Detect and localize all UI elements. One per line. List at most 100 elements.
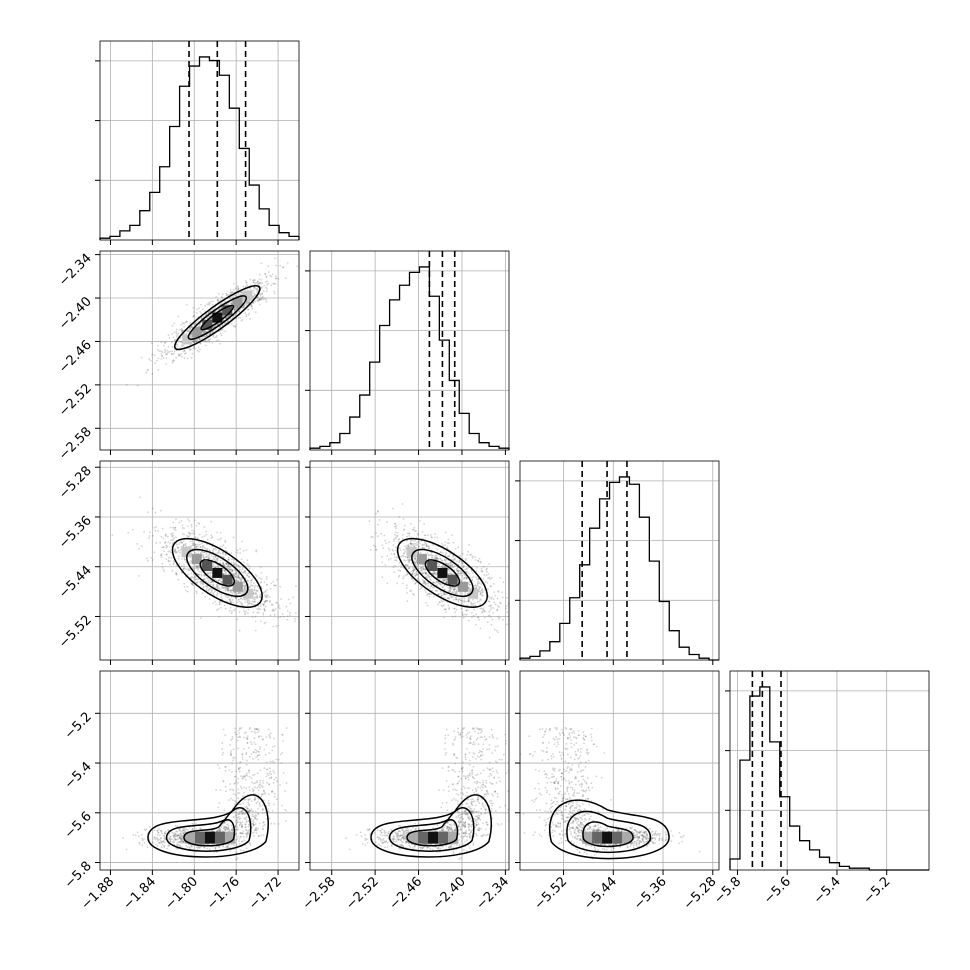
sample-point bbox=[237, 577, 239, 579]
sample-point bbox=[442, 578, 445, 580]
sample-point bbox=[236, 564, 238, 567]
sample-point bbox=[250, 808, 253, 810]
sample-point bbox=[423, 571, 426, 574]
sample-point bbox=[244, 601, 247, 604]
sample-point bbox=[184, 321, 187, 324]
sample-point bbox=[417, 567, 420, 570]
sample-point bbox=[242, 832, 244, 835]
sample-point bbox=[462, 566, 464, 568]
sample-point bbox=[254, 300, 257, 303]
histogram-step bbox=[309, 266, 510, 450]
sample-point bbox=[198, 541, 200, 543]
sample-point bbox=[215, 296, 218, 298]
sample-point bbox=[257, 280, 260, 283]
sample-point bbox=[232, 325, 235, 327]
sample-point bbox=[264, 594, 266, 597]
sample-point bbox=[265, 300, 268, 303]
sample-point bbox=[424, 581, 427, 583]
sample-point bbox=[201, 592, 204, 595]
sample-point bbox=[238, 837, 241, 840]
sample-point bbox=[394, 564, 397, 567]
sample-point bbox=[428, 576, 430, 579]
sample-point bbox=[179, 837, 182, 839]
sample-point bbox=[490, 606, 493, 609]
sample-point bbox=[165, 363, 168, 365]
sample-point bbox=[224, 547, 227, 549]
sample-point bbox=[245, 805, 248, 808]
sample-point bbox=[493, 628, 496, 631]
sample-point bbox=[242, 748, 245, 750]
sample-point bbox=[246, 574, 249, 577]
sample-point bbox=[234, 727, 237, 730]
sample-point bbox=[454, 615, 457, 618]
sample-point bbox=[431, 587, 434, 589]
sample-point bbox=[217, 806, 220, 809]
sample-point bbox=[405, 563, 407, 566]
sample-point bbox=[457, 598, 460, 601]
sample-point bbox=[258, 803, 261, 806]
sample-point bbox=[188, 330, 190, 332]
sample-point bbox=[254, 816, 256, 819]
sample-point bbox=[240, 319, 243, 322]
sample-point bbox=[197, 325, 200, 328]
sample-point bbox=[479, 593, 482, 595]
sample-point bbox=[245, 314, 248, 316]
sample-point bbox=[171, 333, 174, 335]
sample-point bbox=[397, 576, 400, 578]
sample-point bbox=[289, 614, 291, 617]
sample-point bbox=[253, 586, 256, 589]
sample-point bbox=[205, 530, 208, 533]
sample-point bbox=[168, 556, 171, 559]
sample-point bbox=[410, 562, 413, 564]
sample-point bbox=[235, 811, 238, 814]
sample-point bbox=[257, 754, 259, 757]
sample-point bbox=[475, 570, 478, 572]
sample-point bbox=[208, 311, 211, 313]
sample-point bbox=[219, 532, 222, 534]
sample-point bbox=[244, 823, 247, 826]
sample-point bbox=[231, 569, 234, 572]
sample-point bbox=[263, 790, 265, 793]
sample-point bbox=[230, 753, 232, 756]
sample-point bbox=[445, 578, 448, 581]
sample-point bbox=[162, 841, 165, 843]
sample-point bbox=[212, 562, 215, 565]
sample-point bbox=[178, 834, 180, 837]
sample-point bbox=[208, 589, 211, 591]
sample-point bbox=[194, 575, 196, 578]
sample-point bbox=[261, 809, 264, 812]
sample-point bbox=[232, 799, 234, 801]
sample-point bbox=[253, 798, 256, 801]
sample-point bbox=[210, 581, 213, 584]
sample-point bbox=[250, 753, 253, 755]
sample-point bbox=[450, 573, 453, 576]
sample-point bbox=[187, 531, 190, 534]
sample-point bbox=[435, 580, 438, 583]
sample-point bbox=[238, 591, 240, 594]
sample-point bbox=[211, 303, 214, 306]
sample-point bbox=[236, 821, 239, 824]
sample-point bbox=[138, 575, 140, 577]
sample-point bbox=[406, 535, 408, 538]
sample-point bbox=[233, 315, 236, 317]
sample-point bbox=[443, 566, 446, 569]
sample-point bbox=[417, 551, 420, 554]
sample-point bbox=[473, 584, 475, 587]
sample-point bbox=[212, 585, 215, 588]
sample-point bbox=[252, 782, 255, 785]
contour-line bbox=[171, 537, 263, 609]
sample-point bbox=[233, 563, 236, 566]
sample-point bbox=[254, 287, 257, 289]
sample-point bbox=[234, 294, 237, 297]
sample-point bbox=[374, 545, 377, 548]
sample-point bbox=[244, 570, 247, 572]
contour-line bbox=[199, 559, 236, 587]
sample-point bbox=[444, 560, 447, 563]
sample-point bbox=[206, 340, 209, 343]
sample-point bbox=[181, 838, 184, 840]
sample-point bbox=[459, 599, 462, 602]
sample-point bbox=[238, 813, 240, 816]
sample-point bbox=[156, 830, 159, 832]
sample-point bbox=[462, 614, 464, 616]
sample-point bbox=[255, 829, 257, 832]
